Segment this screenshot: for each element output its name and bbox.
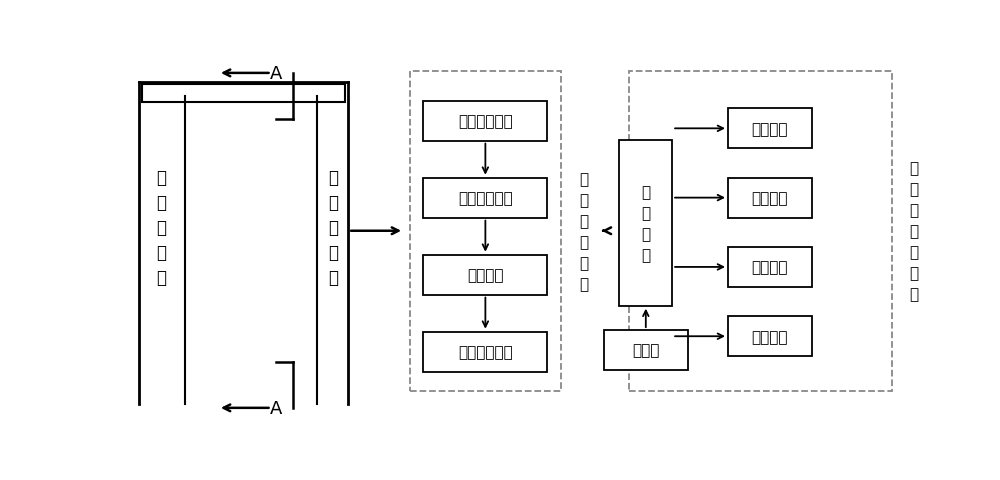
Text: 核素定位: 核素定位 (752, 260, 788, 275)
Text: 程控高压模块: 程控高压模块 (458, 114, 513, 129)
Text: 信号处理模块: 信号处理模块 (458, 345, 513, 360)
Bar (728, 316, 812, 357)
Text: 通信模块: 通信模块 (467, 267, 504, 283)
Text: 核素识别: 核素识别 (752, 191, 788, 206)
Bar (410, 72, 561, 391)
Bar (142, 84, 345, 103)
Bar (604, 330, 688, 371)
Text: 检
测
软
件: 检 测 软 件 (641, 185, 650, 263)
Text: 计
算
机
软
件
系
统: 计 算 机 软 件 系 统 (909, 161, 919, 301)
Text: 解谱分析: 解谱分析 (752, 121, 788, 136)
Text: A: A (270, 65, 282, 83)
Bar (423, 178, 547, 218)
Bar (423, 255, 547, 295)
Bar (728, 109, 812, 149)
Bar (728, 247, 812, 288)
Text: 数据库: 数据库 (632, 343, 659, 358)
Text: 自动报警: 自动报警 (752, 329, 788, 344)
Text: 探
测
器
系
统: 探 测 器 系 统 (328, 168, 338, 286)
Bar (619, 141, 672, 306)
Text: 信号采集模块: 信号采集模块 (458, 191, 513, 206)
Bar (728, 178, 812, 218)
Text: 探
测
器
系
统: 探 测 器 系 统 (156, 168, 166, 286)
Bar (423, 332, 547, 372)
Bar (423, 101, 547, 141)
Text: 电
子
电
路
系
统: 电 子 电 路 系 统 (580, 171, 589, 291)
Bar (629, 72, 892, 391)
Text: A: A (270, 399, 282, 417)
